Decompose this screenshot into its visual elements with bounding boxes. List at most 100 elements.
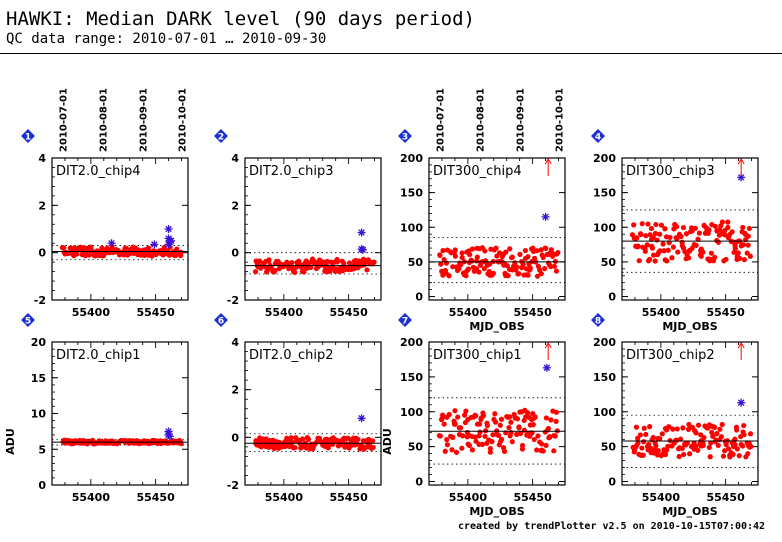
- y-tick-label: 0: [608, 291, 616, 304]
- data-point: [473, 413, 479, 419]
- data-point: [670, 426, 676, 432]
- data-point: [371, 259, 377, 265]
- data-point: [355, 436, 361, 442]
- data-point: [289, 439, 295, 445]
- data-point: [712, 424, 718, 430]
- data-point: [480, 413, 487, 419]
- x-axis-label: MJD_OBS: [662, 320, 717, 333]
- data-point: [538, 271, 544, 277]
- series-label: DIT300_chip2: [626, 348, 715, 363]
- data-point: [61, 245, 67, 251]
- y-tick-label: -2: [227, 479, 239, 492]
- out-of-range-arrow-head: [737, 158, 745, 165]
- out-of-range-arrow-head: [544, 158, 552, 165]
- data-point: [548, 247, 555, 253]
- data-point: [650, 234, 656, 241]
- outlier-stroke: [358, 229, 365, 236]
- data-point: [681, 451, 687, 458]
- y-tick-label: 0: [415, 291, 423, 304]
- data-point: [482, 248, 488, 254]
- x-tick-label: 55400: [72, 306, 111, 319]
- data-point: [476, 421, 483, 427]
- series-label: DIT2.0_chip4: [56, 164, 140, 179]
- data-point: [712, 254, 718, 260]
- data-point: [507, 246, 513, 252]
- data-point: [463, 273, 469, 279]
- data-point: [487, 449, 493, 455]
- data-point: [266, 258, 272, 264]
- y-tick-label: 20: [31, 336, 47, 349]
- data-point: [649, 243, 655, 249]
- data-point: [741, 422, 747, 429]
- series-label: DIT2.0_chip2: [249, 348, 333, 363]
- outlier-stroke: [543, 364, 551, 372]
- date-tick-label: 2010-09-01: [516, 88, 527, 152]
- data-point: [178, 252, 184, 259]
- data-point: [665, 443, 671, 449]
- data-point: [459, 254, 465, 261]
- data-point: [741, 432, 747, 438]
- data-point: [292, 269, 298, 276]
- data-point: [712, 223, 718, 229]
- data-point: [641, 425, 647, 431]
- data-point: [551, 448, 557, 454]
- outlier-stroke: [542, 213, 549, 221]
- data-point: [745, 233, 751, 239]
- y-axis-label: ADU: [4, 428, 17, 455]
- data-point: [717, 426, 723, 432]
- data-point: [446, 273, 452, 279]
- data-point: [641, 439, 647, 445]
- page-title: HAWKI: Median DARK level (90 days period…: [6, 8, 475, 30]
- y-tick-label: 2: [231, 384, 239, 397]
- data-point: [439, 415, 445, 421]
- plot-frame: [621, 341, 759, 486]
- data-point: [444, 442, 451, 448]
- data-point: [548, 417, 554, 423]
- data-point: [450, 264, 456, 270]
- data-point: [145, 245, 152, 251]
- data-point: [730, 451, 736, 457]
- outlier-point: [737, 398, 746, 407]
- data-point: [636, 258, 642, 264]
- data-point: [651, 252, 657, 258]
- y-tick-label: 4: [231, 336, 239, 349]
- data-point: [481, 266, 487, 272]
- data-point: [667, 234, 673, 241]
- data-point: [650, 434, 656, 441]
- data-point: [715, 239, 721, 245]
- data-point: [734, 446, 740, 452]
- y-tick-label: 100: [400, 221, 423, 234]
- data-point: [748, 443, 754, 450]
- x-tick-label: 55400: [449, 306, 488, 319]
- panel-badge-icon: [21, 313, 35, 327]
- data-point: [685, 255, 692, 261]
- data-point: [508, 429, 514, 436]
- data-point: [253, 269, 259, 275]
- data-point: [437, 252, 443, 258]
- y-tick-label: 5: [38, 443, 46, 456]
- footer-credit: created by trendPlotter v2.5 on 2010-10-…: [458, 521, 766, 532]
- data-point: [535, 433, 541, 439]
- data-point: [714, 431, 720, 437]
- data-point: [517, 251, 523, 257]
- data-point: [514, 416, 521, 422]
- outlier-point: [107, 239, 116, 248]
- data-point: [109, 244, 115, 251]
- series-label: DIT300_chip3: [626, 164, 715, 179]
- outlier-point: [165, 432, 174, 441]
- data-point: [289, 259, 295, 266]
- data-point: [449, 447, 455, 453]
- data-point: [638, 231, 644, 238]
- data-point: [715, 442, 721, 448]
- data-point: [534, 248, 540, 254]
- data-point: [540, 448, 546, 454]
- x-tick-label: 55450: [329, 491, 368, 504]
- y-tick-label: 150: [593, 187, 616, 200]
- outlier-point: [357, 414, 366, 423]
- data-point: [736, 453, 742, 459]
- data-point: [477, 429, 483, 435]
- x-tick-label: 55400: [265, 306, 304, 319]
- y-tick-label: 100: [593, 406, 616, 419]
- data-point: [745, 242, 751, 248]
- data-point: [442, 448, 448, 454]
